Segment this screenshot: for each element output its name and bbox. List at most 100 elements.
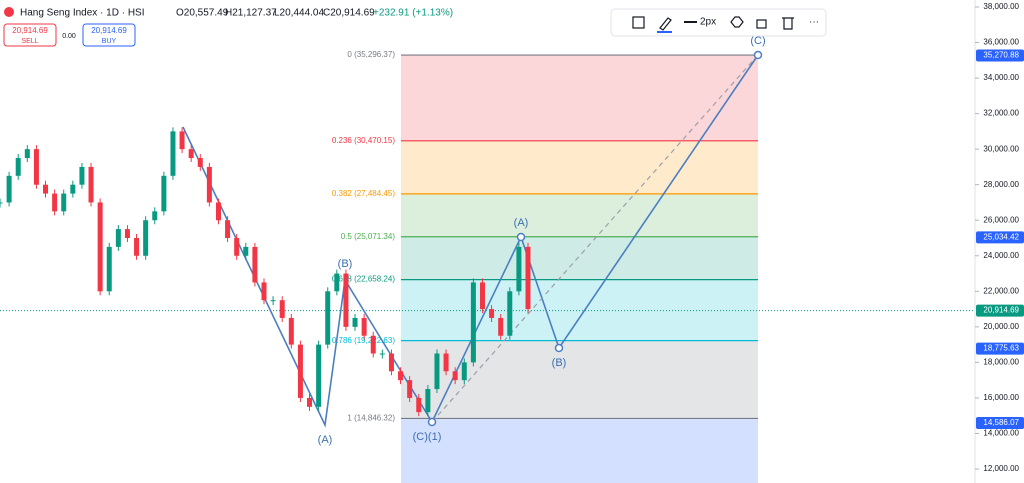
- fib-zone: [401, 236, 758, 280]
- trend-dashed[interactable]: [431, 54, 759, 423]
- settings-button[interactable]: [730, 16, 744, 28]
- fib-label: 0.618 (22,658.24): [332, 275, 395, 284]
- line-width[interactable]: 2px: [700, 17, 716, 28]
- more-button[interactable]: ···: [809, 17, 819, 28]
- fib-label: 0.5 (25,071.34): [341, 232, 396, 241]
- fib-zone: [401, 340, 758, 419]
- candle: [206, 166, 212, 203]
- candle: [106, 246, 112, 292]
- candle: [507, 291, 513, 336]
- anchor[interactable]: [554, 343, 564, 353]
- lock-button[interactable]: [756, 19, 767, 29]
- ohlc-high: H21,127.37: [225, 8, 277, 19]
- candle: [416, 397, 422, 413]
- price-tag-label: 25,034.42: [983, 232, 1019, 241]
- candle: [24, 149, 30, 159]
- candle: [407, 380, 413, 398]
- candle: [525, 246, 531, 310]
- fib-zone: [401, 140, 758, 194]
- price-label: 32,000.00: [983, 109, 1019, 118]
- fib-label: 0.786 (19,222.63): [332, 336, 395, 345]
- wave-label: (C): [750, 35, 765, 47]
- candle: [243, 246, 249, 256]
- candle: [70, 184, 76, 194]
- candle: [6, 175, 12, 203]
- candle: [143, 220, 149, 256]
- ohlc-change: +232.91 (+1.13%): [373, 8, 453, 19]
- candle: [334, 273, 340, 292]
- price-label: 24,000.00: [983, 251, 1019, 260]
- wave-labels: (A) (B) (C)(1) (A) (B) (C): [318, 35, 766, 446]
- template-button[interactable]: [632, 16, 645, 29]
- drawing-toolbar: [610, 8, 827, 37]
- buy-label: BUY: [102, 38, 117, 45]
- symbol-icon: [4, 7, 14, 17]
- candle: [370, 335, 376, 354]
- price-tag: [976, 231, 1024, 244]
- price-tag: [976, 342, 1024, 355]
- price-label: 14,000.00: [983, 429, 1019, 438]
- candle: [79, 166, 85, 185]
- sell-price: 20,914.69: [12, 26, 48, 35]
- candle: [516, 246, 522, 292]
- candle: [179, 131, 185, 150]
- sell-label: SELL: [21, 38, 38, 45]
- candle: [252, 246, 258, 283]
- wave-label: (C)(1): [413, 431, 442, 443]
- symbol-title[interactable]: Hang Seng Index · 1D · HSI: [20, 8, 145, 19]
- candle: [52, 193, 58, 212]
- candle: [307, 397, 313, 407]
- price-label: 20,000.00: [983, 322, 1019, 331]
- wave-label: (A): [514, 217, 529, 229]
- price-label: 12,000.00: [983, 464, 1019, 473]
- candle: [0, 202, 3, 204]
- candle: [479, 282, 485, 310]
- buy-price: 20,914.69: [91, 26, 127, 35]
- candle: [15, 158, 21, 176]
- candle: [124, 229, 130, 238]
- delete-button[interactable]: [782, 17, 794, 30]
- candle: [470, 282, 476, 363]
- candle: [343, 273, 349, 327]
- wave-label: (A): [318, 434, 333, 446]
- candle: [498, 317, 504, 336]
- fib-label: 0.236 (30,470.15): [332, 136, 395, 145]
- candle: [361, 317, 367, 336]
- fib-label: 1 (14,846.32): [347, 414, 395, 423]
- price-tag-label: 20,914.69: [983, 306, 1019, 315]
- price-tag-label: 14,586.07: [983, 418, 1019, 427]
- candle: [197, 158, 203, 167]
- buy-button[interactable]: [82, 23, 136, 47]
- candle: [425, 389, 431, 413]
- sell-button[interactable]: [3, 23, 57, 47]
- price-label: 28,000.00: [983, 180, 1019, 189]
- price-label: 36,000.00: [983, 38, 1019, 47]
- candle: [279, 300, 285, 318]
- price-label: 18,000.00: [983, 357, 1019, 366]
- anchor[interactable]: [753, 50, 763, 60]
- candle: [261, 282, 267, 301]
- candle: [316, 344, 322, 407]
- price-tag: [976, 304, 1024, 317]
- candle: [270, 300, 276, 302]
- candle: [325, 291, 331, 345]
- candle: [188, 149, 194, 159]
- price-label: 26,000.00: [983, 215, 1019, 224]
- candle: [388, 353, 394, 372]
- anchor[interactable]: [516, 232, 526, 242]
- candle: [152, 211, 158, 221]
- anchor[interactable]: [427, 417, 437, 427]
- spread: 0.00: [62, 33, 76, 40]
- color-button[interactable]: [659, 17, 672, 31]
- fib-zone: [401, 193, 758, 237]
- candle: [88, 166, 94, 203]
- candle: [379, 353, 385, 355]
- candle: [461, 362, 467, 381]
- wave-points: [427, 50, 763, 427]
- candle: [297, 344, 303, 398]
- candle: [61, 193, 67, 212]
- ohlc-close: C20,914.69: [323, 8, 375, 19]
- candle: [225, 220, 231, 238]
- ohlc-low: L20,444.04: [274, 8, 324, 19]
